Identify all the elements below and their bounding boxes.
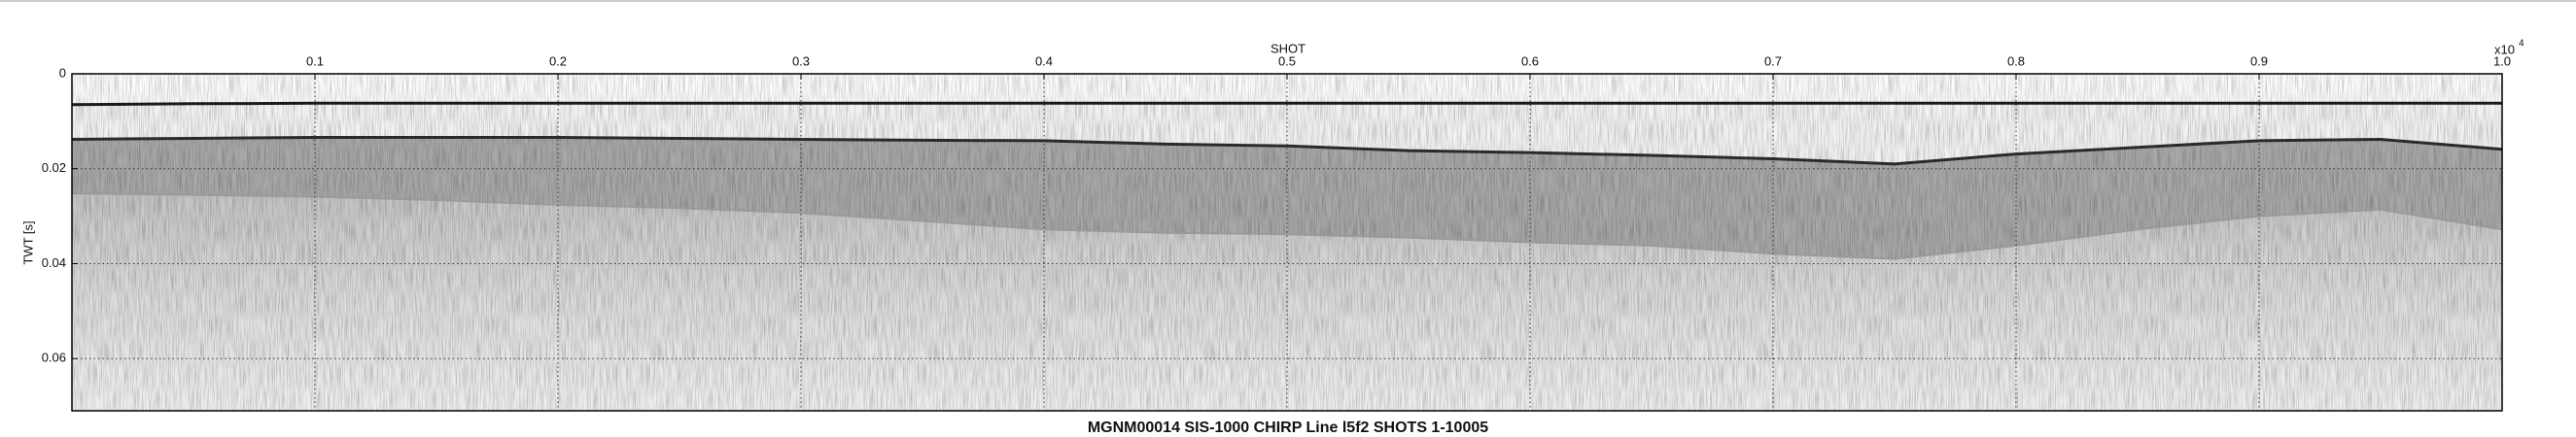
horizon: [71, 135, 2503, 166]
chart-title: MGNM00014 SIS-1000 CHIRP Line l5f2 SHOTS…: [1088, 420, 1488, 436]
y-tick-label: 0: [59, 65, 66, 80]
x-tick-label: 0.1: [306, 53, 324, 68]
x-tick-label: 0.3: [792, 53, 810, 68]
plot-area: [71, 74, 2503, 411]
texture: [72, 74, 2502, 411]
horizon: [71, 192, 2503, 260]
plot-frame: [71, 73, 2503, 412]
y-axis-label: TWT [s]: [20, 220, 35, 264]
x-tick-label: 0.9: [2250, 53, 2268, 68]
x-tick-label: 0.4: [1035, 53, 1053, 68]
y-tick-label: 0.06: [42, 351, 66, 365]
x-tick-label: 0.6: [1521, 53, 1539, 68]
x-tick-label: 0.5: [1278, 53, 1296, 68]
x-tick-label: 0.7: [1764, 53, 1782, 68]
x-multiplier-exponent: 4: [2519, 39, 2524, 50]
horizon: [71, 101, 2502, 107]
x-axis-label: SHOT: [1271, 41, 1305, 55]
x-tick-label: 0.2: [549, 53, 567, 68]
x-tick-label: 1.0: [2493, 53, 2511, 68]
y-tick-label: 0.02: [42, 160, 66, 175]
y-tick-label: 0.04: [42, 255, 66, 270]
x-multiplier: x10: [2494, 42, 2515, 56]
x-tick-label: 0.8: [2007, 53, 2025, 68]
